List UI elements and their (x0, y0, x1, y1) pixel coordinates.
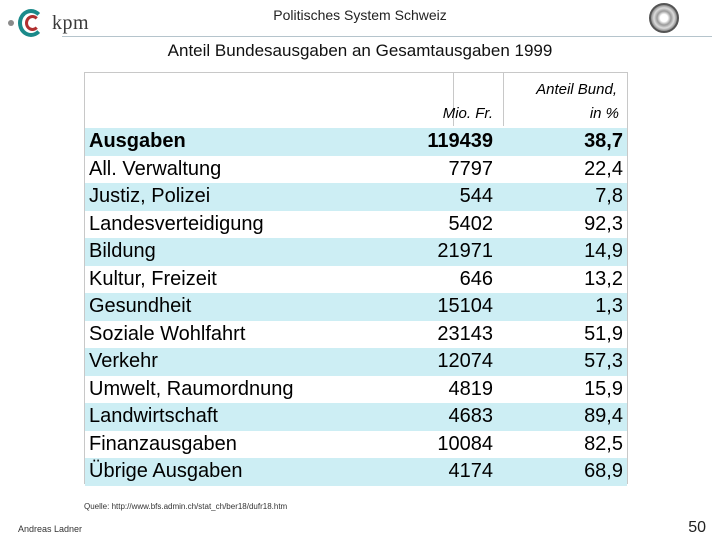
table-row: Bildung 21971 14,9 (85, 238, 627, 266)
column-header-anteil: Anteil Bund, (536, 81, 617, 98)
table-row: Umwelt, Raumordnung 4819 15,9 (85, 376, 627, 404)
row-category: Verkehr (89, 350, 158, 373)
row-category: Kultur, Freizeit (89, 267, 217, 290)
header-divider-mio (453, 73, 454, 126)
logo-dot (8, 20, 14, 26)
row-category: Ausgaben (89, 130, 186, 153)
source-note: Quelle: http://www.bfs.admin.ch/stat_ch/… (84, 502, 288, 511)
row-mio-value: 15104 (437, 295, 493, 318)
row-pct-value: 22,4 (584, 157, 623, 180)
logo-text: kpm (52, 12, 90, 34)
row-pct-value: 7,8 (595, 185, 623, 208)
row-category: Bildung (89, 240, 156, 263)
header-title: Politisches System Schweiz (273, 7, 447, 23)
row-pct-value: 38,7 (584, 130, 623, 153)
table-row: All. Verwaltung 7797 22,4 (85, 156, 627, 184)
slide-title: Anteil Bundesausgaben an Gesamtausgaben … (167, 41, 553, 60)
column-header-pct: in % (589, 105, 619, 122)
row-pct-value: 15,9 (584, 377, 623, 400)
logo-inner-arc (25, 15, 40, 31)
table-row: Kultur, Freizeit 646 13,2 (85, 266, 627, 294)
table-row: Übrige Ausgaben 4174 68,9 (85, 458, 627, 486)
row-pct-value: 68,9 (584, 460, 623, 483)
row-mio-value: 4819 (448, 377, 494, 400)
row-category: Landesverteidigung (89, 212, 264, 235)
row-pct-value: 51,9 (584, 322, 623, 345)
table-row: Justiz, Polizei 544 7,8 (85, 183, 627, 211)
table-row: Verkehr 12074 57,3 (85, 348, 627, 376)
table-row: Soziale Wohlfahrt 23143 51,9 (85, 321, 627, 349)
table-row: Landwirtschaft 4683 89,4 (85, 403, 627, 431)
row-category: All. Verwaltung (89, 157, 222, 180)
row-mio-value: 544 (459, 185, 493, 208)
table-row: Gesundheit 15104 1,3 (85, 293, 627, 321)
row-mio-value: 7797 (448, 157, 494, 180)
author-name: Andreas Ladner (18, 524, 83, 534)
table-row: Landesverteidigung 5402 92,3 (85, 211, 627, 239)
row-pct-value: 92,3 (584, 212, 623, 235)
row-pct-value: 14,9 (584, 240, 623, 263)
row-mio-value: 646 (459, 267, 493, 290)
row-pct-value: 1,3 (595, 295, 623, 318)
row-mio-value: 21971 (437, 240, 493, 263)
row-category: Finanzausgaben (89, 432, 237, 455)
row-category: Soziale Wohlfahrt (89, 322, 246, 345)
row-mio-value: 12074 (437, 350, 493, 373)
row-mio-value: 119439 (427, 130, 493, 153)
logo-outer-arc (18, 9, 44, 37)
header-divider (62, 36, 712, 37)
university-seal-icon (649, 3, 679, 33)
header-divider-pct (503, 73, 504, 126)
kpm-logo: kpm (6, 6, 116, 40)
row-category: Umwelt, Raumordnung (89, 377, 294, 400)
table-row: Finanzausgaben 10084 82,5 (85, 431, 627, 459)
expenditure-table: Anteil Bund, Mio. Fr. in % Ausgaben 11943… (84, 72, 628, 486)
row-mio-value: 23143 (437, 322, 493, 345)
row-pct-value: 57,3 (584, 350, 623, 373)
row-mio-value: 5402 (448, 212, 494, 235)
row-mio-value: 4683 (448, 405, 494, 428)
row-pct-value: 82,5 (584, 432, 623, 455)
row-mio-value: 4174 (448, 460, 494, 483)
row-category: Gesundheit (89, 295, 192, 318)
row-category: Übrige Ausgaben (89, 460, 243, 483)
row-category: Justiz, Polizei (89, 185, 211, 208)
row-category: Landwirtschaft (89, 405, 218, 428)
row-pct-value: 13,2 (584, 267, 623, 290)
table-row: Ausgaben 119439 38,7 (85, 128, 627, 156)
page-number: 50 (688, 519, 706, 536)
row-mio-value: 10084 (437, 432, 493, 455)
column-header-mio: Mio. Fr. (442, 105, 493, 122)
row-pct-value: 89,4 (584, 405, 623, 428)
